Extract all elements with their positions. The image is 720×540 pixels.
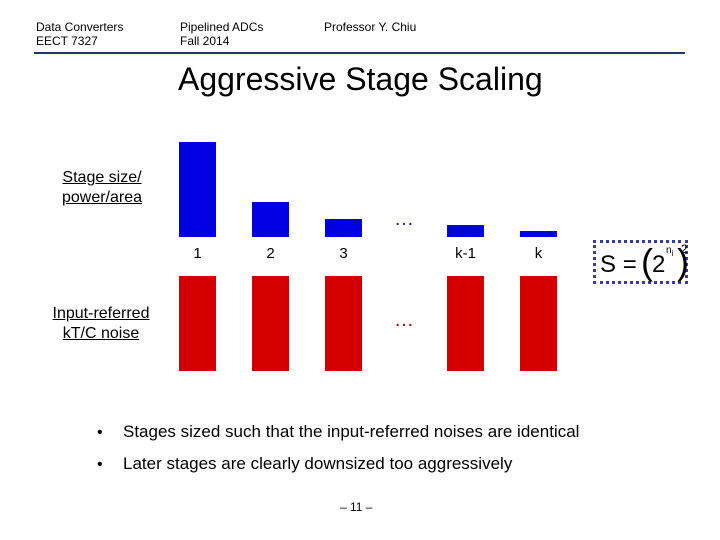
noise-bar-2 <box>252 276 289 371</box>
noise-bar-1 <box>179 276 216 371</box>
size-bar-4 <box>447 225 484 237</box>
size-bar-3 <box>325 219 362 237</box>
noise-label-line2: kT/C noise <box>62 325 140 342</box>
scaling-equation: S = ( 2 ni ) 2 <box>600 241 689 282</box>
noise-label-line1: Input-referred <box>52 305 150 322</box>
slide-title: Aggressive Stage Scaling <box>178 61 543 97</box>
equation-equals: = <box>622 251 637 278</box>
bullet-2-symbol: • <box>97 456 103 473</box>
noise-bar-5 <box>520 276 557 371</box>
stage-size-label-line2: power/area <box>61 189 143 206</box>
course-header: Data Converters EECT 7327 <box>36 20 123 48</box>
noise-bar-4 <box>447 276 484 371</box>
equation-power: 2 <box>681 242 688 256</box>
close-paren: ) <box>677 241 689 282</box>
instructor-header: Professor Y. Chiu <box>324 20 416 34</box>
stage-label-5: k <box>534 245 543 262</box>
topic-header: Pipelined ADCs Fall 2014 <box>180 20 263 48</box>
page-number: – 11 – <box>340 500 373 514</box>
scaling-equation-box: S = ( 2 ni ) 2 <box>593 240 689 284</box>
bullet-1-text: Stages sized such that the input-referre… <box>123 422 580 441</box>
header-rule <box>34 52 685 54</box>
size-bar-1 <box>179 142 216 237</box>
bullet-2-text: Later stages are clearly downsized too a… <box>123 454 513 473</box>
stage-label-2: 2 <box>266 245 275 262</box>
stage-size-label: Stage size/ power/area <box>52 168 152 208</box>
noise-label: Input-referred kT/C noise <box>44 304 158 344</box>
size-bar-2 <box>252 202 289 237</box>
stage-label-1: 1 <box>193 245 202 262</box>
stage-label-4: k-1 <box>455 245 476 262</box>
stage-label-3: 3 <box>339 245 348 262</box>
term: Fall 2014 <box>180 34 230 48</box>
topic-name: Pipelined ADCs <box>180 20 264 34</box>
stage-size-label-line1: Stage size/ <box>62 169 142 186</box>
red-ellipsis: … <box>394 309 414 331</box>
equation-base: 2 <box>652 251 666 278</box>
course-code: EECT 7327 <box>36 34 98 48</box>
equation-lhs: S <box>600 251 617 278</box>
open-paren: ( <box>641 241 653 282</box>
bullet-1-symbol: • <box>97 424 103 441</box>
size-bar-5 <box>520 231 557 237</box>
course-name: Data Converters <box>36 20 124 34</box>
noise-bar-3 <box>325 276 362 371</box>
blue-ellipsis: … <box>394 208 414 230</box>
equation-exponent: ni <box>666 245 674 258</box>
instructor-name: Professor Y. Chiu <box>324 20 417 34</box>
